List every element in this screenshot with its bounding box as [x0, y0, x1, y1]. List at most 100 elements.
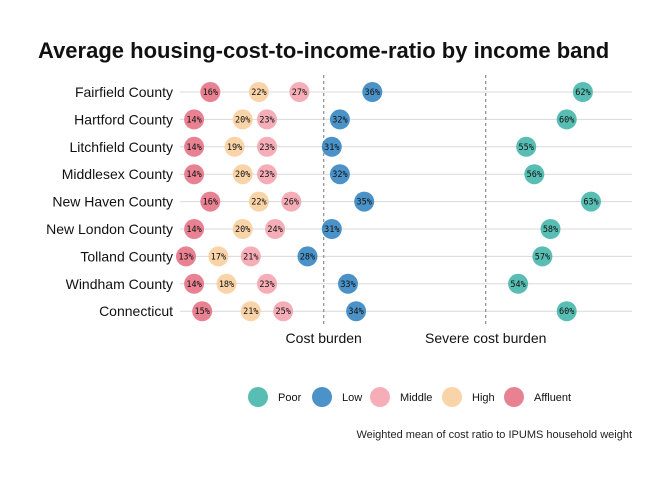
point-label: 62%: [575, 88, 590, 98]
legend-label: Affluent: [534, 392, 571, 404]
point-label: 14%: [186, 225, 201, 235]
point-affluent: [192, 301, 213, 322]
point-poor: [581, 191, 601, 212]
point-high: [240, 301, 261, 322]
point-label: 24%: [267, 225, 282, 235]
point-middle: [257, 136, 277, 157]
county-label: Tolland County: [80, 248, 173, 264]
point-poor: [524, 164, 545, 185]
point-label: 54%: [510, 280, 525, 290]
point-high: [232, 219, 253, 239]
point-label: 21%: [243, 307, 258, 317]
county-labels: Fairfield County Hartford County Litchfiel…: [46, 84, 173, 319]
point-high: [216, 273, 237, 294]
point-label: 31%: [324, 225, 339, 235]
point-label: 23%: [259, 170, 274, 180]
point-label: 14%: [186, 143, 201, 153]
legend-key-affluent: [504, 387, 524, 407]
point-middle: [240, 246, 261, 267]
point-label: 14%: [186, 280, 201, 290]
point-label: 55%: [519, 143, 534, 153]
point-label: 14%: [186, 115, 201, 125]
data-points: 16% 14% 14% 14% 16% 14% 13% 14% 15% 22% 20% 19% 20% 2…: [176, 82, 601, 322]
point-high: [248, 191, 269, 212]
point-low: [338, 273, 358, 294]
point-affluent: [200, 82, 221, 102]
point-affluent: [200, 191, 221, 212]
point-affluent: [184, 109, 205, 130]
point-middle: [257, 273, 277, 294]
point-middle: [281, 191, 302, 212]
point-poor: [532, 246, 553, 267]
legend-label: Middle: [400, 392, 432, 404]
point-label: 20%: [235, 170, 250, 180]
point-label: 35%: [357, 198, 372, 208]
county-label: Windham County: [66, 276, 173, 292]
county-label: Middlesex County: [62, 166, 173, 182]
chart-title: Average housing-cost-to-income-ratio by …: [38, 38, 609, 63]
legend: Poor Low Middle High Affluent: [248, 387, 571, 407]
point-high: [232, 164, 253, 185]
point-label: 25%: [276, 307, 291, 317]
county-label: Hartford County: [74, 111, 173, 127]
reference-line-label: Cost burden: [286, 330, 362, 346]
point-middle: [257, 109, 277, 130]
point-label: 22%: [251, 198, 266, 208]
point-label: 57%: [535, 252, 550, 262]
county-label: Connecticut: [99, 303, 173, 319]
point-label: 26%: [284, 198, 299, 208]
county-label: Litchfield County: [69, 139, 173, 155]
point-affluent: [184, 219, 205, 239]
point-label: 13%: [178, 252, 193, 262]
point-label: 21%: [243, 252, 258, 262]
point-affluent: [184, 164, 205, 185]
point-poor: [508, 273, 529, 294]
point-middle: [257, 164, 277, 185]
point-label: 20%: [235, 115, 250, 125]
legend-label: High: [472, 392, 495, 404]
point-label: 23%: [259, 280, 274, 290]
legend-key-poor: [248, 387, 268, 407]
point-low: [329, 164, 350, 185]
point-label: 22%: [251, 88, 266, 98]
point-affluent: [176, 246, 196, 267]
point-low: [346, 301, 367, 322]
point-label: 32%: [332, 115, 347, 125]
point-poor: [556, 109, 577, 130]
point-low: [329, 109, 350, 130]
point-low: [321, 219, 342, 239]
point-low: [321, 136, 342, 157]
point-high: [232, 109, 253, 130]
point-affluent: [184, 136, 205, 157]
legend-key-low: [312, 387, 332, 407]
point-poor: [556, 301, 577, 322]
legend-label: Poor: [278, 392, 302, 404]
point-label: 16%: [203, 198, 218, 208]
point-high: [248, 82, 269, 102]
point-label: 33%: [340, 280, 355, 290]
point-label: 15%: [195, 307, 210, 317]
point-label: 20%: [235, 225, 250, 235]
county-label: Fairfield County: [75, 84, 173, 100]
point-low: [362, 82, 383, 102]
point-poor: [540, 219, 561, 239]
point-label: 32%: [332, 170, 347, 180]
point-label: 63%: [583, 198, 598, 208]
county-label: New Haven County: [52, 194, 173, 210]
point-label: 23%: [259, 143, 274, 153]
county-label: New London County: [46, 221, 173, 237]
point-high: [208, 246, 229, 267]
point-label: 14%: [186, 170, 201, 180]
point-label: 28%: [300, 252, 315, 262]
point-label: 56%: [527, 170, 542, 180]
point-label: 27%: [292, 88, 307, 98]
reference-lines: Cost burden Severe cost burden: [286, 75, 546, 346]
point-label: 16%: [203, 88, 218, 98]
point-label: 34%: [348, 307, 363, 317]
point-affluent: [184, 273, 205, 294]
point-label: 60%: [559, 307, 574, 317]
point-middle: [265, 219, 286, 239]
point-high: [224, 136, 245, 157]
point-label: 36%: [365, 88, 380, 98]
